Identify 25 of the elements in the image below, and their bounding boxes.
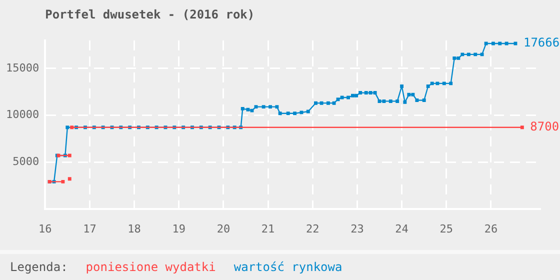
y-tick-label: 5000 — [12, 154, 40, 168]
point — [68, 154, 72, 158]
text: wartość rynkowa — [234, 260, 342, 274]
x-tick-label: 19 — [172, 222, 186, 236]
x-tick-label: 21 — [261, 222, 275, 236]
x-tick-label: 22 — [306, 222, 320, 236]
x-tick-label: 16 — [38, 222, 52, 236]
text: poniesione wydatki — [86, 260, 216, 274]
x-tick-label: 18 — [128, 222, 141, 236]
point — [68, 177, 72, 181]
x-tick-label: 25 — [440, 222, 453, 236]
y-tick-label: 15000 — [6, 61, 40, 74]
x-tick-label: 26 — [484, 222, 498, 236]
chart-title: Portfel dwusetek - (2016 rok) — [45, 7, 255, 22]
x-tick-label: 20 — [216, 222, 230, 236]
y-tick-label: 10000 — [6, 108, 40, 122]
x-tick-label: 23 — [350, 222, 364, 236]
point — [61, 180, 65, 184]
point — [70, 126, 74, 130]
x-tick-label: 24 — [395, 222, 409, 236]
data-label: 8700 — [530, 120, 560, 134]
legend-title: Legenda: — [10, 260, 68, 274]
point — [520, 126, 524, 130]
data-label: 17666 — [523, 36, 560, 50]
x-tick-label: 17 — [83, 222, 96, 236]
